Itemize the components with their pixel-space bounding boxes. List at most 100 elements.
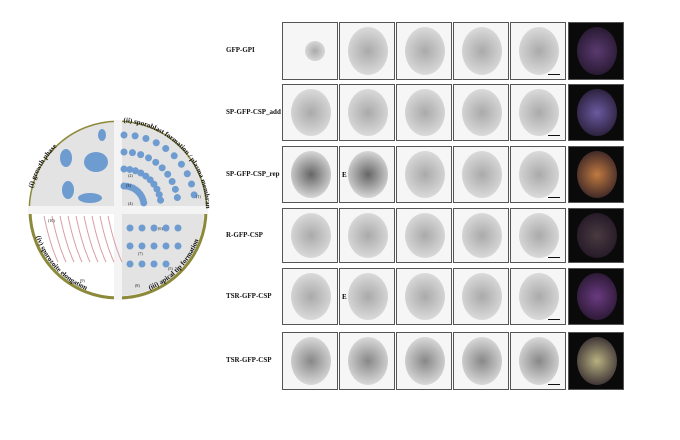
oocyst-image <box>305 41 325 61</box>
row-label: R-GFP-CSP <box>226 230 263 239</box>
micrograph-panel <box>510 22 566 80</box>
micrograph-panel <box>396 332 452 390</box>
oocyst-image <box>348 27 388 75</box>
oocyst-image <box>291 273 331 320</box>
oocyst-image <box>291 213 331 258</box>
sporoblast-nucleus <box>120 148 128 156</box>
apical-nucleus <box>126 224 134 232</box>
scale-bar <box>548 256 560 258</box>
sporoblast-nucleus <box>162 145 170 153</box>
sporoblast-nucleus <box>158 164 166 172</box>
sporoblast-nucleus <box>137 151 145 159</box>
oocyst-image <box>405 89 445 136</box>
sporoblast-nucleus <box>171 185 179 193</box>
oocyst-image <box>462 337 502 385</box>
oocyst-image <box>577 273 617 320</box>
sporoblast-nucleus <box>173 194 181 202</box>
sporoblast-nucleus <box>152 139 160 147</box>
micrograph-panel <box>396 208 452 263</box>
apical-nucleus <box>174 224 182 232</box>
sporozoite <box>91 215 107 263</box>
oocyst-image <box>291 337 331 385</box>
micrograph-panel <box>396 84 452 141</box>
sporoblast-nucleus <box>170 152 178 160</box>
scale-bar <box>548 196 560 198</box>
apical-nucleus <box>162 242 170 250</box>
sporoblast-nucleus <box>142 134 150 142</box>
oocyst-image <box>519 213 559 258</box>
oocyst-image <box>519 151 559 198</box>
micrograph-panel <box>453 146 509 203</box>
sporozoite <box>83 215 99 263</box>
sporoblast-nucleus <box>190 191 198 199</box>
micrograph-panel <box>339 268 395 325</box>
oocyst-image <box>405 213 445 258</box>
sporoblast-nucleus <box>131 167 139 175</box>
stage-marker: (6) <box>158 226 163 231</box>
sporoblast-nucleus <box>140 199 148 207</box>
oocyst-image <box>462 151 502 198</box>
oocyst-image <box>519 27 559 75</box>
quadrant-apical <box>120 214 204 296</box>
micrograph-panel <box>282 208 338 263</box>
row-label: GFP-GPI <box>226 46 255 54</box>
micrograph-panel <box>510 332 566 390</box>
stage-marker: (7) <box>138 251 143 256</box>
sporoblast-nucleus <box>183 170 191 178</box>
oocyst-image <box>348 151 388 198</box>
apical-nucleus <box>150 224 158 232</box>
oocyst-image <box>405 273 445 320</box>
merge-panel <box>568 332 624 390</box>
micrograph-panel <box>396 146 452 203</box>
apical-nucleus <box>150 242 158 250</box>
oocyst-image <box>405 151 445 198</box>
merge-panel <box>568 22 624 80</box>
oocyst-image <box>348 89 388 136</box>
scale-bar <box>548 318 560 320</box>
scale-bar <box>548 73 560 75</box>
apical-nucleus <box>162 260 170 268</box>
micrograph-panel <box>339 208 395 263</box>
oocyst-image <box>462 89 502 136</box>
oocyst-image <box>577 151 617 198</box>
oocyst-image <box>577 27 617 75</box>
stage-marker: (1) <box>196 194 201 199</box>
micrograph-panel <box>396 22 452 80</box>
stage-marker: (10) <box>48 218 55 223</box>
stage-marker: (4) <box>128 201 133 206</box>
apical-nucleus <box>138 260 146 268</box>
stage-marker: (2) <box>128 173 133 178</box>
sporozoite <box>107 215 123 263</box>
stage-marker: (9) <box>80 278 85 283</box>
sporoblast-nucleus <box>155 191 163 199</box>
row-label: SP-GFP-CSP_add <box>226 107 281 116</box>
sporoblast-nucleus <box>152 158 160 166</box>
merge-panel <box>568 208 624 263</box>
row-label: TSR-GFP-CSP <box>226 291 272 300</box>
apical-nucleus <box>150 260 158 268</box>
sporozoite <box>59 215 75 263</box>
micrograph-panel <box>282 268 338 325</box>
micrograph-panel <box>510 268 566 325</box>
oocyst-image <box>519 89 559 136</box>
micrograph-panel <box>282 84 338 141</box>
micrograph-panel <box>396 268 452 325</box>
sporoblast-nucleus <box>120 131 128 139</box>
sporozoite <box>67 215 83 263</box>
micrograph-panel <box>453 84 509 141</box>
micrograph-panel <box>282 146 338 203</box>
micrograph-panel <box>282 22 338 80</box>
merge-panel <box>568 268 624 325</box>
sporoblast-nucleus <box>188 180 196 188</box>
micrograph-panel <box>510 84 566 141</box>
micrograph-panel <box>339 84 395 141</box>
micrograph-panel <box>510 146 566 203</box>
sporozoite <box>51 215 67 263</box>
micrograph-panel <box>339 332 395 390</box>
quadrant-growth <box>30 122 118 210</box>
sporoblast-nucleus <box>145 154 153 162</box>
stage-marker: (5) <box>168 266 173 271</box>
annotation-label: E <box>342 170 347 179</box>
oocyst-image <box>405 27 445 75</box>
oocyst-image <box>291 89 331 136</box>
